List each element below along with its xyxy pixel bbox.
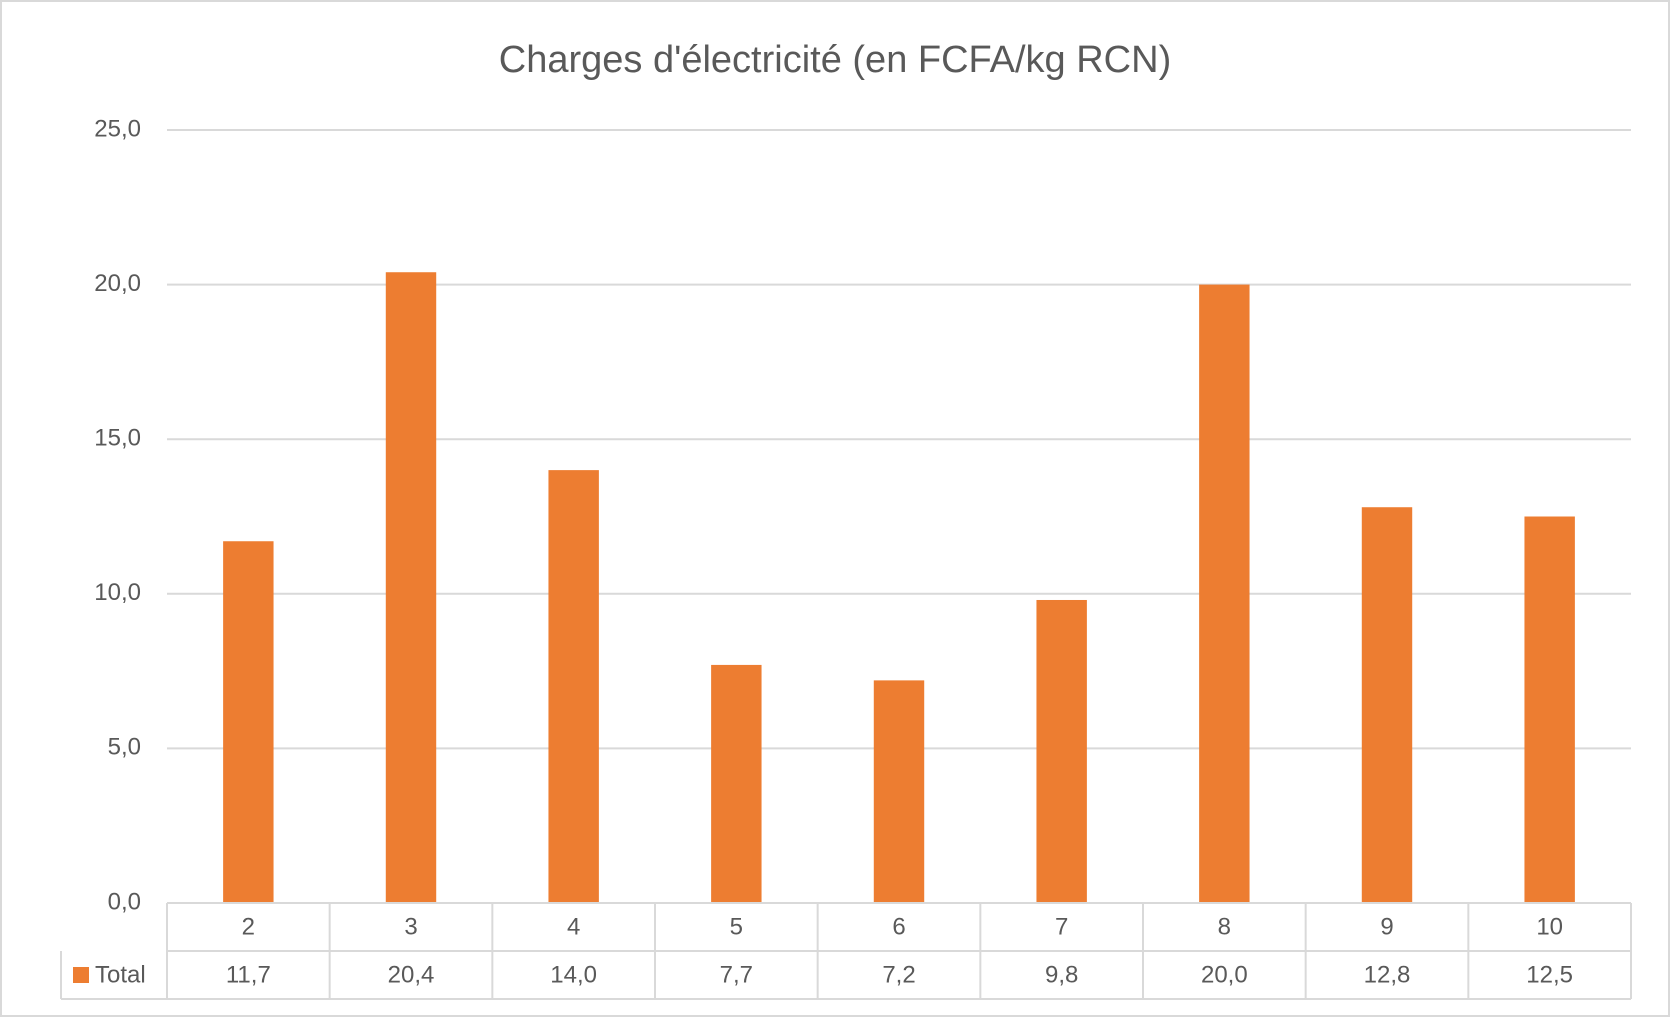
bar xyxy=(385,272,437,903)
x-tick-label: 5 xyxy=(730,913,743,940)
y-tick-label: 25,0 xyxy=(94,115,141,142)
table-value: 11,7 xyxy=(226,961,271,988)
y-tick-label: 5,0 xyxy=(108,734,141,761)
x-tick-label: 6 xyxy=(892,913,905,940)
y-tick-label: 0,0 xyxy=(108,888,141,915)
x-tick-label: 8 xyxy=(1218,913,1231,940)
table-value: 7,2 xyxy=(882,961,915,988)
y-tick-label: 15,0 xyxy=(94,425,141,452)
bar xyxy=(1361,507,1413,903)
legend-swatch xyxy=(73,967,89,983)
x-tick-label: 2 xyxy=(242,913,255,940)
x-tick-label: 4 xyxy=(567,913,580,940)
chart-title: Charges d'électricité (en FCFA/kg RCN) xyxy=(499,39,1171,81)
y-tick-label: 20,0 xyxy=(94,270,141,297)
bar xyxy=(1199,284,1250,904)
table-value: 12,5 xyxy=(1526,961,1573,988)
x-tick-label: 9 xyxy=(1380,913,1393,940)
legend-label: Total xyxy=(95,961,146,988)
bar xyxy=(711,664,762,903)
x-tick-label: 10 xyxy=(1536,913,1563,940)
x-tick-label: 3 xyxy=(404,913,417,940)
bar xyxy=(223,541,274,903)
table-value: 7,7 xyxy=(720,961,753,988)
table-value: 9,8 xyxy=(1045,961,1078,988)
bar xyxy=(873,680,925,903)
bar xyxy=(1524,516,1575,903)
bar xyxy=(548,470,599,903)
bar xyxy=(1036,599,1087,903)
table-value: 20,0 xyxy=(1201,961,1248,988)
table-value: 14,0 xyxy=(550,961,597,988)
table-value: 20,4 xyxy=(388,961,435,988)
y-tick-label: 10,0 xyxy=(94,579,141,606)
x-tick-label: 7 xyxy=(1055,913,1068,940)
table-value: 12,8 xyxy=(1364,961,1411,988)
